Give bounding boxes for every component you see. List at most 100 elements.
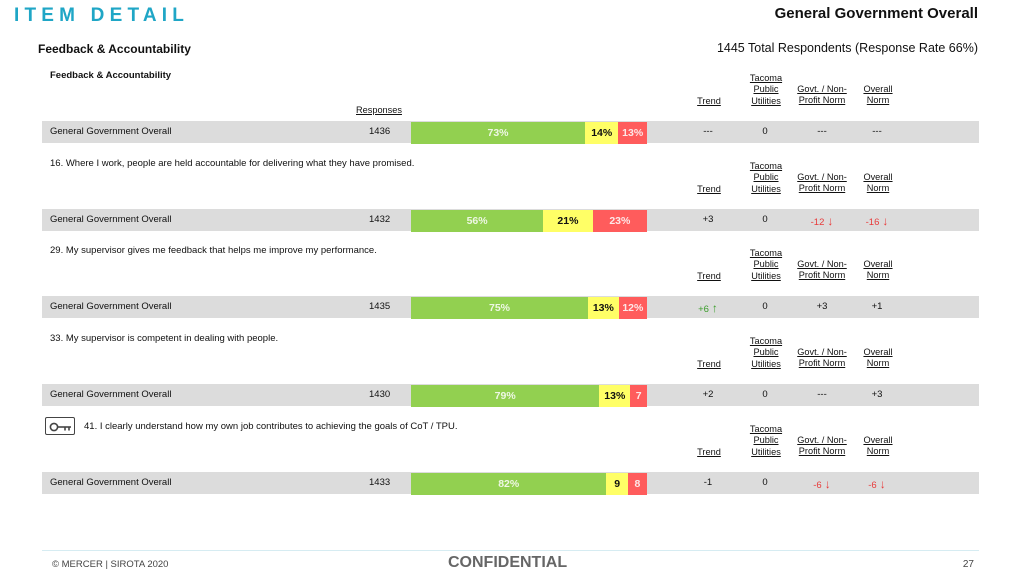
response-count: 1436 — [369, 126, 391, 137]
tpu-cell: 0 — [745, 126, 785, 137]
tpu-header-line: Utilities — [751, 270, 781, 281]
down-arrow-icon: ↓ — [824, 477, 831, 491]
govt-norm-cell: -6 ↓ — [802, 477, 842, 491]
favorable-segment: 79% — [411, 385, 600, 407]
govt-norm-header-line: Profit Norm — [798, 270, 846, 281]
tpu-header-line: Public — [753, 259, 779, 270]
table-row: General Government Overall 1433 82% 9 8 -1 0 -6… — [42, 472, 979, 495]
table-row: General Government Overall 1436 73% 14% 13% -… — [42, 121, 979, 144]
row-label: General Government Overall — [50, 214, 172, 225]
trend-header-line: Trend — [697, 359, 721, 369]
table-row: General Government Overall 1435 75% 13% 12% +… — [42, 296, 979, 319]
govt-norm-header-line: Profit Norm — [798, 358, 846, 369]
overall-norm-cell: -16 ↓ — [857, 214, 897, 228]
govt-norm-cell-value: -12 — [810, 217, 825, 228]
overall-norm-cell-value: +3 — [871, 389, 883, 400]
overall-norm-header: Overall Norm — [855, 435, 901, 458]
govt-norm-cell-value: -6 — [813, 480, 822, 491]
unfavorable-segment: 7 — [630, 385, 647, 407]
trend-header: Trend — [689, 359, 729, 370]
overall-norm-header-line: Norm — [866, 183, 890, 194]
overall-norm-cell: --- — [857, 126, 897, 137]
overall-norm-header: Overall Norm — [855, 84, 901, 107]
overall-norm-cell-value: +1 — [871, 301, 883, 312]
govt-norm-cell: --- — [802, 126, 842, 137]
govt-norm-cell-value: --- — [817, 126, 827, 137]
overall-norm-cell: +3 — [857, 389, 897, 400]
govt-norm-header-line: Profit Norm — [798, 95, 846, 106]
favorable-segment: 75% — [411, 297, 588, 319]
govt-norm-cell: +3 — [802, 301, 842, 312]
neutral-segment: 9 — [606, 473, 628, 495]
trend-header: Trend — [689, 447, 729, 458]
response-count: 1435 — [369, 301, 391, 312]
response-count: 1430 — [369, 389, 391, 400]
tpu-header-line: Utilities — [751, 446, 781, 457]
trend-cell-value: +3 — [702, 214, 714, 225]
govt-norm-header-line: Govt. / Non- — [797, 347, 847, 357]
overall-norm-cell-value: -6 — [868, 480, 877, 491]
overall-norm-header-line: Overall — [863, 84, 893, 94]
trend-cell-value: +2 — [702, 389, 714, 400]
row-label: General Government Overall — [50, 389, 172, 400]
unfavorable-segment: 13% — [618, 122, 647, 144]
up-arrow-icon: ↑ — [711, 301, 718, 315]
unfavorable-segment: 12% — [618, 297, 647, 319]
trend-cell: +6 ↑ — [688, 301, 728, 315]
question-text: 29. My supervisor gives me feedback that… — [50, 245, 377, 256]
page-title: ITEM DETAIL — [14, 5, 190, 26]
trend-header-line: Trend — [697, 184, 721, 194]
overall-norm-header: Overall Norm — [855, 259, 901, 282]
neutral-segment: 21% — [543, 210, 593, 232]
overall-norm-header-line: Norm — [866, 270, 890, 281]
page-number: 27 — [962, 559, 974, 570]
govt-norm-header: Govt. / Non- Profit Norm — [793, 84, 851, 107]
favorable-segment: 73% — [411, 122, 586, 144]
govt-norm-header-line: Profit Norm — [798, 183, 846, 194]
question-text: 41. I clearly understand how my own job … — [84, 421, 458, 432]
favorable-segment: 56% — [411, 210, 544, 232]
trend-header: Trend — [689, 96, 729, 107]
stacked-bar: 82% 9 8 — [411, 473, 647, 495]
row-label: General Government Overall — [50, 477, 172, 488]
tpu-cell: 0 — [745, 389, 785, 400]
overall-norm-header-line: Overall — [863, 259, 893, 269]
section-header: Feedback & Accountability — [38, 42, 191, 56]
overall-norm-cell-value: --- — [872, 126, 882, 137]
overall-norm-header-line: Overall — [863, 435, 893, 445]
tpu-header-line: Public — [753, 347, 779, 358]
survey-title: General Government Overall — [774, 5, 978, 22]
tpu-header-line: Tacoma — [749, 73, 783, 83]
stacked-bar: 73% 14% 13% — [411, 122, 647, 144]
tpu-cell: 0 — [745, 214, 785, 225]
trend-header: Trend — [689, 271, 729, 282]
tpu-header-line: Tacoma — [749, 424, 783, 434]
trend-cell: --- — [688, 126, 728, 137]
question-text: 33. My supervisor is competent in dealin… — [50, 333, 279, 344]
overall-norm-cell: -6 ↓ — [857, 477, 897, 491]
tpu-header-line: Public — [753, 84, 779, 95]
question-text: Feedback & Accountability — [50, 70, 172, 81]
govt-norm-header-line: Profit Norm — [798, 446, 846, 457]
govt-norm-header-line: Govt. / Non- — [797, 84, 847, 94]
down-arrow-icon: ↓ — [879, 477, 886, 491]
overall-norm-header: Overall Norm — [855, 172, 901, 195]
tpu-header-line: Tacoma — [749, 248, 783, 258]
overall-norm-header-line: Norm — [866, 446, 890, 457]
trend-cell-value: +6 — [698, 304, 709, 315]
copyright: © MERCER | SIROTA 2020 — [52, 559, 169, 570]
tpu-header-line: Tacoma — [749, 336, 783, 346]
tpu-header: Tacoma Public Utilities — [740, 424, 792, 458]
table-row: General Government Overall 1430 79% 13% 7 +2 0… — [42, 384, 979, 407]
tpu-header-line: Tacoma — [749, 161, 783, 171]
overall-norm-header-line: Overall — [863, 172, 893, 182]
govt-norm-header: Govt. / Non- Profit Norm — [793, 259, 851, 282]
tpu-cell-value: 0 — [762, 126, 768, 137]
tpu-header-line: Utilities — [751, 95, 781, 106]
govt-norm-cell-value: --- — [817, 389, 827, 400]
down-arrow-icon: ↓ — [882, 214, 889, 228]
row-label: General Government Overall — [50, 126, 172, 137]
trend-cell: +3 — [688, 214, 728, 225]
tpu-cell: 0 — [745, 477, 785, 488]
govt-norm-cell: --- — [802, 389, 842, 400]
